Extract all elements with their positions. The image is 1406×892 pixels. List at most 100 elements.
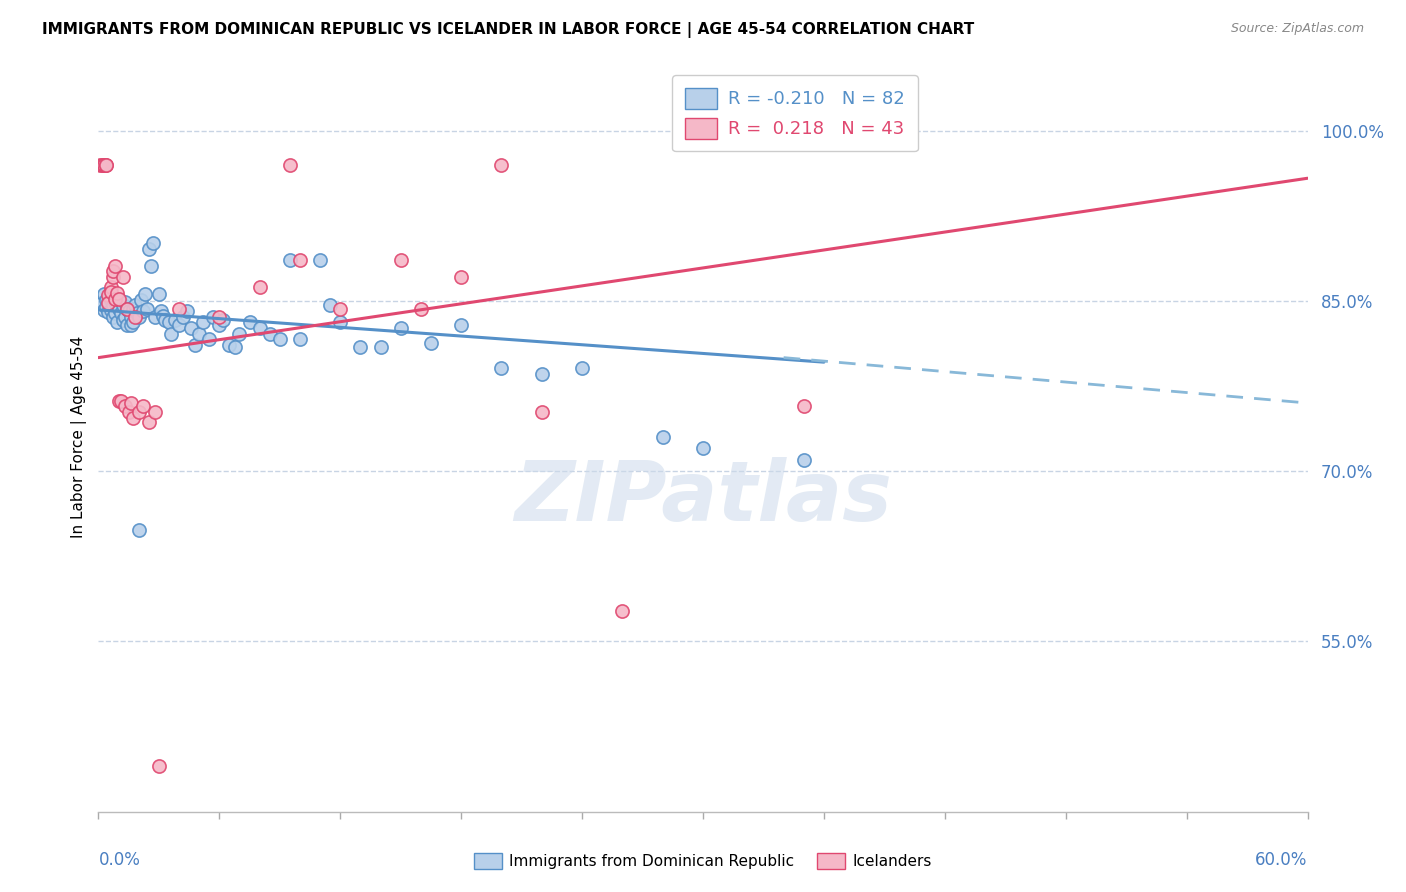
Point bbox=[96, 158, 118, 172]
Point bbox=[160, 326, 183, 341]
Point bbox=[103, 292, 125, 306]
Point bbox=[91, 296, 114, 310]
Point bbox=[167, 318, 190, 332]
Point bbox=[180, 321, 202, 335]
Point bbox=[420, 335, 443, 350]
Point bbox=[167, 301, 190, 316]
Point bbox=[91, 158, 114, 172]
Point bbox=[212, 313, 235, 327]
Point bbox=[97, 296, 120, 310]
Point bbox=[198, 333, 221, 347]
Point bbox=[149, 304, 172, 318]
Point bbox=[110, 393, 132, 408]
Point bbox=[530, 367, 553, 381]
Point bbox=[148, 287, 170, 301]
Point bbox=[278, 158, 301, 172]
Point bbox=[571, 360, 593, 375]
Point bbox=[115, 318, 138, 332]
Point bbox=[97, 305, 120, 319]
Point bbox=[139, 259, 162, 273]
Point bbox=[103, 259, 125, 273]
Point bbox=[143, 310, 166, 324]
Point bbox=[101, 298, 124, 312]
Point bbox=[450, 270, 472, 285]
Point bbox=[100, 280, 122, 294]
Point bbox=[93, 287, 115, 301]
Point bbox=[128, 310, 150, 324]
Point bbox=[224, 340, 246, 354]
Point bbox=[121, 315, 143, 329]
Point bbox=[651, 430, 673, 444]
Point bbox=[157, 315, 180, 329]
Point bbox=[228, 326, 250, 341]
Point bbox=[107, 292, 129, 306]
Point bbox=[132, 304, 155, 318]
Point bbox=[389, 252, 412, 267]
Point bbox=[121, 410, 143, 425]
Point bbox=[105, 298, 128, 312]
Point bbox=[135, 301, 157, 316]
Point bbox=[118, 405, 141, 419]
Point bbox=[530, 405, 553, 419]
Point bbox=[249, 280, 271, 294]
Point bbox=[97, 295, 120, 310]
Point bbox=[409, 301, 432, 316]
Point bbox=[101, 264, 124, 278]
Point bbox=[172, 310, 194, 324]
Point bbox=[138, 415, 160, 429]
Point bbox=[129, 293, 152, 307]
Point bbox=[143, 405, 166, 419]
Point bbox=[115, 301, 138, 316]
Point bbox=[153, 313, 176, 327]
Legend: Immigrants from Dominican Republic, Icelanders: Immigrants from Dominican Republic, Icel… bbox=[468, 847, 938, 875]
Point bbox=[128, 405, 150, 419]
Point bbox=[208, 318, 231, 332]
Text: 60.0%: 60.0% bbox=[1256, 851, 1308, 869]
Point bbox=[97, 288, 120, 302]
Point bbox=[278, 252, 301, 267]
Point bbox=[96, 158, 118, 172]
Point bbox=[100, 302, 122, 317]
Point bbox=[208, 310, 231, 324]
Point bbox=[259, 326, 281, 341]
Point bbox=[128, 523, 150, 537]
Point bbox=[103, 306, 125, 320]
Point bbox=[89, 158, 111, 172]
Text: 0.0%: 0.0% bbox=[98, 851, 141, 869]
Point bbox=[349, 340, 371, 354]
Point bbox=[100, 293, 122, 307]
Point bbox=[450, 318, 472, 332]
Point bbox=[176, 304, 198, 318]
Point bbox=[100, 285, 122, 299]
Point bbox=[96, 293, 118, 307]
Point bbox=[193, 315, 215, 329]
Point bbox=[239, 315, 262, 329]
Point bbox=[148, 759, 170, 773]
Point bbox=[114, 400, 136, 414]
Point bbox=[163, 313, 186, 327]
Point bbox=[370, 340, 392, 354]
Point bbox=[249, 321, 271, 335]
Point bbox=[288, 252, 311, 267]
Point bbox=[124, 310, 146, 324]
Point bbox=[120, 318, 142, 332]
Point bbox=[491, 158, 513, 172]
Point bbox=[103, 295, 125, 310]
Text: Source: ZipAtlas.com: Source: ZipAtlas.com bbox=[1230, 22, 1364, 36]
Point bbox=[107, 393, 129, 408]
Point bbox=[115, 301, 138, 316]
Legend: R = -0.210   N = 82, R =  0.218   N = 43: R = -0.210 N = 82, R = 0.218 N = 43 bbox=[672, 75, 918, 152]
Point bbox=[329, 301, 352, 316]
Point bbox=[188, 326, 211, 341]
Point bbox=[110, 306, 132, 320]
Point bbox=[389, 321, 412, 335]
Point bbox=[101, 270, 124, 285]
Point bbox=[111, 270, 134, 285]
Point bbox=[124, 298, 146, 312]
Text: IMMIGRANTS FROM DOMINICAN REPUBLIC VS ICELANDER IN LABOR FORCE | AGE 45-54 CORRE: IMMIGRANTS FROM DOMINICAN REPUBLIC VS IC… bbox=[42, 22, 974, 38]
Point bbox=[138, 242, 160, 256]
Point bbox=[692, 442, 714, 456]
Point bbox=[121, 301, 143, 316]
Point bbox=[118, 304, 141, 318]
Text: ZIPatlas: ZIPatlas bbox=[515, 457, 891, 538]
